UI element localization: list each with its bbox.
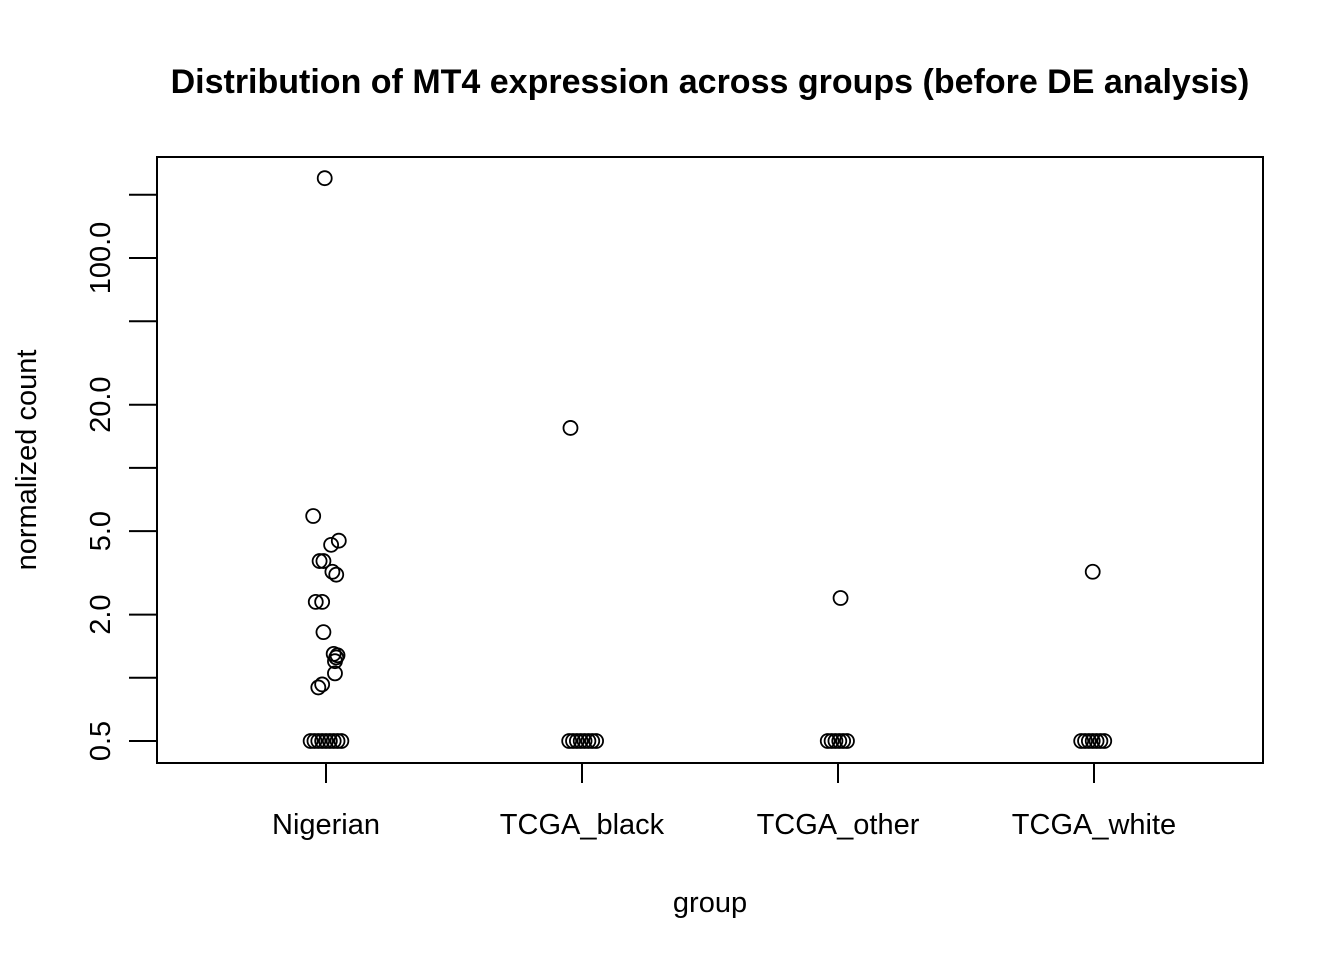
data-point	[823, 733, 840, 749]
x-tick-label: TCGA_other	[757, 809, 920, 841]
data-point	[324, 563, 341, 580]
y-axis-label: normalized count	[11, 350, 43, 571]
data-point	[314, 593, 331, 610]
data-point	[1092, 733, 1109, 749]
data-point	[819, 733, 836, 749]
data-point	[310, 733, 327, 749]
data-point	[315, 553, 332, 569]
data-point	[561, 733, 578, 749]
data-point	[576, 733, 593, 749]
data-point	[327, 665, 343, 682]
data-point	[327, 653, 343, 670]
data-point	[1088, 733, 1105, 749]
data-point	[305, 508, 322, 524]
data-point	[588, 733, 604, 749]
plot-frame	[156, 156, 1264, 764]
data-points	[302, 170, 1113, 749]
data-point	[831, 733, 848, 749]
data-point	[314, 676, 331, 693]
data-point	[1077, 733, 1093, 749]
data-point	[314, 733, 331, 749]
data-point	[562, 420, 579, 436]
x-tick-label: Nigerian	[272, 809, 380, 841]
y-tick-label: 2.0	[85, 594, 117, 634]
y-tick-label: 0.5	[85, 721, 117, 761]
x-tick-label: TCGA_white	[1012, 809, 1176, 841]
data-point	[328, 566, 345, 583]
data-point	[827, 733, 844, 749]
x-axis-label: group	[673, 887, 747, 919]
data-point	[310, 679, 327, 696]
data-point	[839, 733, 855, 749]
data-point	[318, 733, 334, 749]
x-tick-label: TCGA_black	[500, 809, 665, 841]
data-point	[329, 733, 346, 749]
data-point	[321, 733, 338, 749]
chart-title: Distribution of MT4 expression across gr…	[171, 63, 1250, 101]
data-point	[315, 624, 332, 641]
data-point	[1084, 563, 1101, 580]
data-point	[325, 733, 342, 749]
data-point	[306, 733, 323, 749]
data-point	[316, 170, 333, 187]
data-point	[1096, 733, 1113, 749]
data-point	[307, 593, 324, 610]
data-point	[333, 733, 350, 749]
y-tick-label: 20.0	[85, 376, 117, 432]
data-point	[1084, 733, 1101, 749]
data-point	[311, 553, 328, 569]
data-point	[584, 733, 601, 749]
data-point	[323, 536, 340, 553]
data-point	[572, 733, 589, 749]
data-point	[832, 590, 849, 606]
data-point	[568, 733, 585, 749]
y-tick-label: 5.0	[85, 511, 117, 551]
data-point	[302, 733, 319, 749]
data-point	[580, 733, 597, 749]
y-axis: 0.5 2.0 5.0 20.0 100.0	[85, 193, 157, 761]
y-tick-label: 100.0	[85, 222, 117, 295]
data-point	[565, 733, 581, 749]
data-point	[835, 733, 852, 749]
data-point	[330, 532, 347, 549]
data-point	[1080, 733, 1097, 749]
data-point	[1073, 733, 1090, 749]
x-axis: Nigerian TCGA_black TCGA_other TCGA_white	[272, 763, 1176, 841]
